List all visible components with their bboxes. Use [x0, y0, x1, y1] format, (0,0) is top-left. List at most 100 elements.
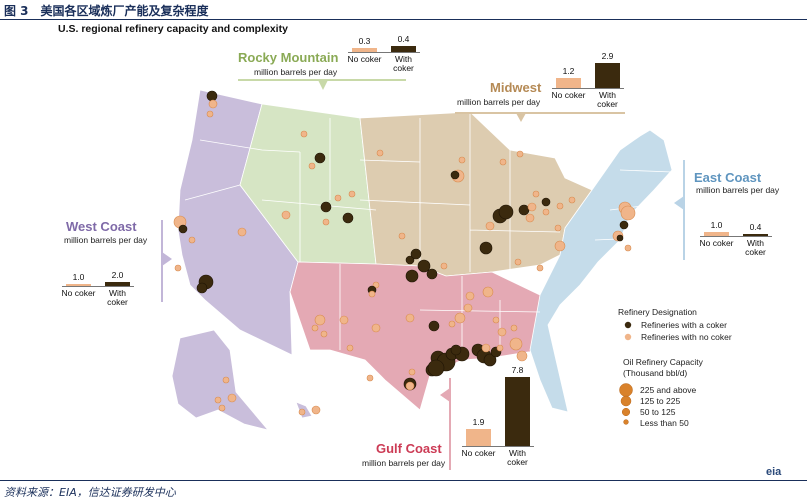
gulf-coast-unit: million barrels per day [362, 458, 446, 468]
refinery-dot [237, 227, 247, 237]
region-midwest [359, 111, 593, 277]
refinery-dot [427, 359, 445, 377]
source-note: 资料来源：EIA，信达证券研发中心 [4, 486, 176, 499]
refinery-dot [496, 344, 504, 352]
east-coast-title: East Coast [694, 170, 762, 185]
rocky-bar-with-coker [391, 46, 416, 52]
refinery-dot [536, 264, 544, 272]
legend-capacity-2: 125 to 225 [640, 396, 681, 406]
refinery-dots [173, 90, 636, 416]
west-value-label: 1.0 [72, 271, 85, 282]
refinery-dot [218, 404, 226, 412]
refinery-dot [492, 316, 500, 324]
midwest-title: Midwest [490, 80, 542, 95]
refinery-dot [214, 396, 222, 404]
region-alaska-shape [171, 329, 270, 431]
midwest-category-label: No coker [551, 90, 586, 100]
refinery-dot [371, 323, 381, 333]
legend-capacity-3: 50 to 125 [640, 407, 676, 417]
gulf-value-label: 7.8 [511, 365, 524, 376]
west-coast-title: West Coast [66, 219, 137, 234]
refinery-dot [498, 204, 514, 220]
refinery-dot [376, 149, 384, 157]
figure-subtitle: U.S. regional refinery capacity and comp… [58, 23, 288, 35]
midwest-bar-axis [552, 88, 624, 89]
rocky-value-label: 0.3 [358, 35, 371, 46]
refinery-dot [440, 262, 448, 270]
refinery-dot [405, 381, 415, 391]
refinery-dot [417, 259, 431, 273]
refinery-dot [398, 232, 406, 240]
refinery-dot [458, 156, 466, 164]
midwest-category-label: With coker [597, 90, 618, 109]
refinery-dot [314, 314, 326, 326]
refinery-dot [366, 374, 374, 382]
east-coast-unit: million barrels per day [696, 185, 780, 195]
refinery-dot [196, 282, 208, 294]
legend-item-nocoker: Refineries with no coker [641, 332, 732, 342]
east-bar-with-coker [743, 234, 768, 236]
refinery-dot [346, 344, 354, 352]
refinery-dot [516, 150, 524, 158]
refinery-dot [450, 170, 460, 180]
refinery-dot [428, 320, 440, 332]
figure-title: 图 3 美国各区域炼厂产能及复杂程度 [4, 4, 209, 18]
gulf-value-label: 1.9 [472, 417, 485, 428]
refinery-dot [410, 248, 422, 260]
refinery-dot [222, 376, 230, 384]
refinery-dot [408, 368, 416, 376]
refinery-dot [541, 197, 551, 207]
refinery-dot [311, 324, 319, 332]
legend-nocoker-marker [624, 333, 632, 341]
gulf-coast-title: Gulf Coast [376, 441, 442, 456]
midwest-bar-no-coker [556, 77, 581, 88]
refinery-dot [426, 268, 438, 280]
refinery-dot [450, 344, 462, 356]
refinery-dot [483, 353, 497, 367]
legend-capacity-title: Oil Refinery Capacity [623, 357, 703, 367]
legend-designation-title: Refinery Designation [618, 307, 697, 317]
legend-designation-markers [624, 321, 632, 341]
footer-rule [0, 480, 807, 481]
refinery-dot [554, 224, 562, 232]
refinery-dot [568, 196, 576, 204]
rocky-title: Rocky Mountain [238, 50, 339, 65]
refinery-dot [485, 221, 495, 231]
refinery-dot [314, 152, 326, 164]
refinery-dot [405, 269, 419, 283]
refinery-dot [479, 241, 493, 255]
east-bar-no-coker [704, 231, 729, 236]
west-bar-no-coker [66, 283, 91, 286]
refinery-dot [188, 236, 196, 244]
legend-size-50 [621, 407, 631, 417]
eia-logo: eia [766, 466, 782, 478]
legend-size-125 [620, 395, 632, 407]
refinery-dot [497, 327, 507, 337]
refinery-dot [499, 158, 507, 166]
legend-coker-marker [624, 321, 632, 329]
refinery-dot [308, 162, 316, 170]
refinery-dot [208, 99, 218, 109]
legend-capacity-markers [619, 383, 633, 425]
refinery-dot [516, 350, 528, 362]
legend-capacity-1: 225 and above [640, 385, 697, 395]
refinery-dot [281, 210, 291, 220]
refinery-dot [320, 330, 328, 338]
refinery-dot [542, 208, 550, 216]
legend-size-lt50 [623, 419, 629, 425]
refinery-dot [322, 218, 330, 226]
refinery-dot [481, 343, 491, 353]
west-category-label: With coker [107, 288, 128, 307]
region-east-coast [529, 129, 673, 413]
region-gulf-coast [289, 261, 551, 411]
east-value-label: 1.0 [710, 219, 723, 230]
midwest-bar-with-coker [595, 63, 620, 88]
west-category-label: No coker [61, 288, 96, 298]
legend-item-coker: Refineries with a coker [641, 320, 727, 330]
refinery-dot [174, 264, 182, 272]
refinery-dot [527, 202, 537, 212]
refinery-dot [298, 408, 306, 416]
west-bar-axis [62, 286, 134, 287]
east-category-label: No coker [699, 238, 734, 248]
